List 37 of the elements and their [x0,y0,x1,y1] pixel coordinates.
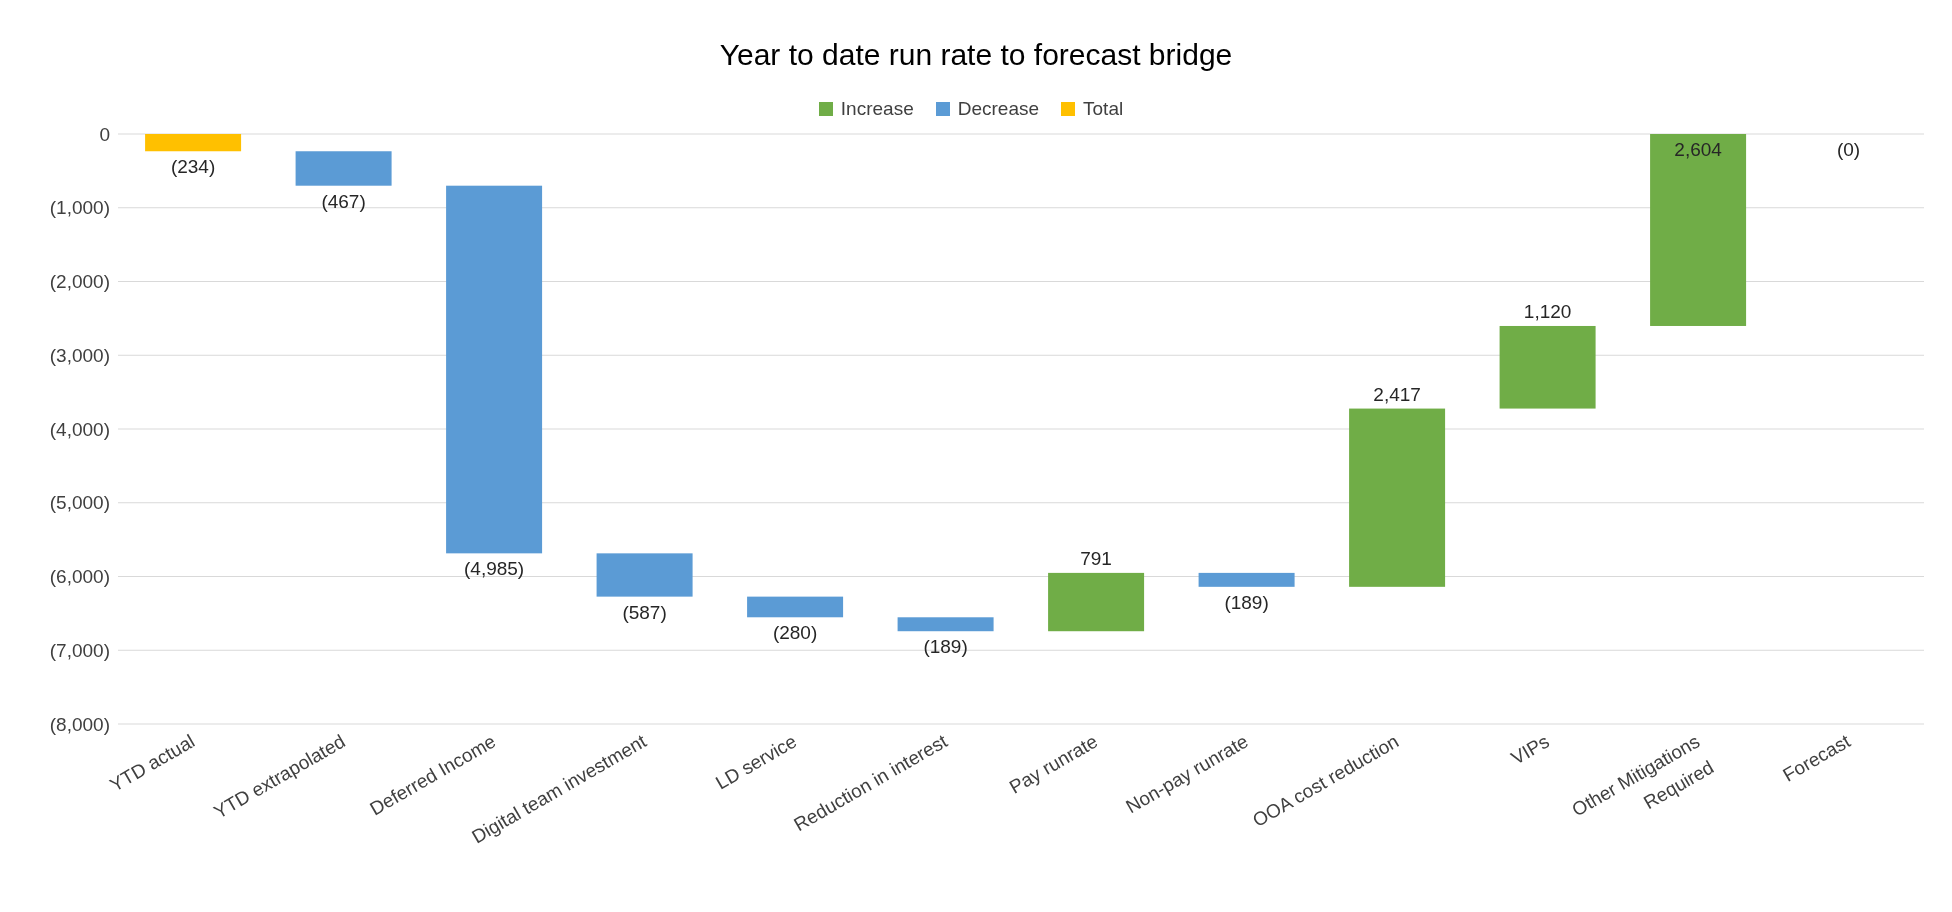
bar [1198,572,1295,587]
x-tick-label: VIPs [1507,730,1553,769]
data-label: 2,417 [1373,383,1421,405]
data-label: 2,604 [1674,138,1723,160]
bar [145,134,242,152]
data-label: (234) [170,156,216,178]
data-label: (4,985) [463,558,525,580]
bar [1650,134,1747,326]
legend-label: Total [1083,98,1124,120]
legend-label: Decrease [957,98,1040,120]
legend-label: Increase [840,98,914,120]
data-label: (189) [923,636,968,658]
data-label: 1,120 [1523,300,1572,322]
data-label: (0) [1836,139,1861,160]
bar [446,185,543,554]
data-label: (280) [772,622,818,644]
y-tick-label: (6,000) [49,566,110,588]
y-tick-label: (7,000) [49,639,110,661]
bar [1048,572,1145,632]
y-tick-label: (5,000) [49,492,110,514]
data-label: 791 [1080,547,1112,569]
data-label: (467) [321,190,366,212]
y-tick-label: (4,000) [49,418,110,440]
y-tick-label: (8,000) [49,713,110,735]
bar [897,617,994,632]
y-tick-label: (2,000) [49,271,110,293]
bar [596,553,693,597]
bar [1499,325,1596,409]
bar [295,151,392,186]
bar [747,596,844,618]
chart-title: Year to date run rate to forecast bridge [718,37,1234,73]
data-label: (189) [1224,591,1269,613]
y-tick-label: 0 [99,123,110,145]
bar [1349,408,1446,587]
data-label: (587) [622,601,667,623]
y-tick-label: (1,000) [49,197,110,219]
y-tick-label: (3,000) [49,344,110,366]
